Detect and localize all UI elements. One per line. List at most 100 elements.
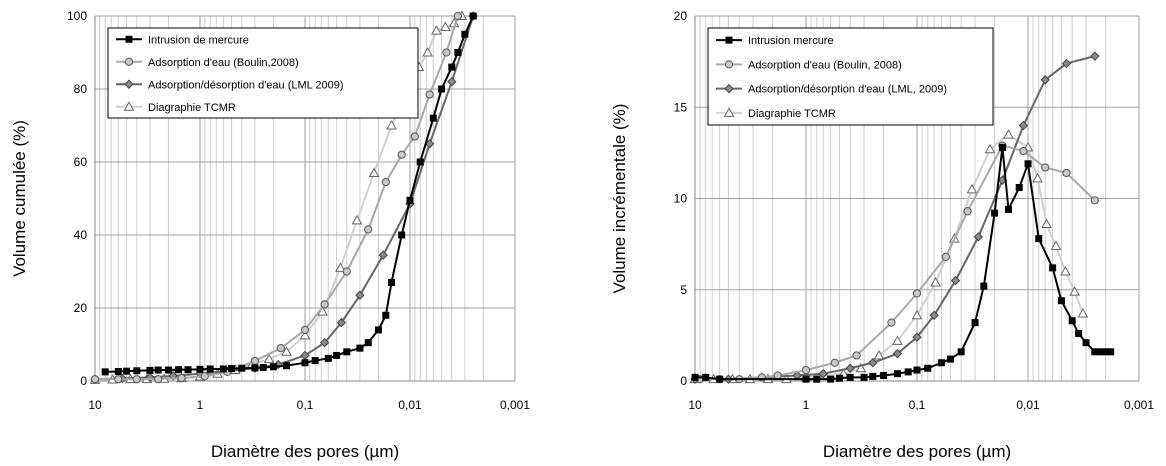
data-point <box>1041 163 1050 172</box>
data-point <box>1090 196 1099 205</box>
data-point <box>386 119 397 130</box>
data-point <box>1075 330 1083 338</box>
x-tick-label: 0,1 <box>297 398 314 412</box>
legend-marker <box>124 57 134 66</box>
data-point <box>431 25 442 35</box>
data-point <box>938 359 946 367</box>
data-point <box>869 372 877 380</box>
legend: Intrusion mercure Adsorption d'eau (Bouli… <box>707 27 994 126</box>
data-point <box>868 358 878 368</box>
data-point <box>200 372 209 381</box>
data-point <box>324 354 332 362</box>
data-point <box>971 319 979 327</box>
data-point <box>1107 348 1115 356</box>
data-point <box>378 250 388 260</box>
data-point <box>251 364 259 372</box>
data-point <box>382 311 390 319</box>
y-tick-label: 0 <box>80 374 87 388</box>
data-point <box>356 344 364 352</box>
data-point <box>381 177 390 187</box>
data-point <box>90 375 100 384</box>
data-point <box>448 63 456 71</box>
data-point <box>912 289 922 298</box>
data-point <box>133 367 141 375</box>
x-tick-label: 0,01 <box>398 398 422 412</box>
data-point <box>802 375 810 383</box>
data-point <box>364 339 372 347</box>
series-0 <box>101 12 477 376</box>
data-point <box>410 132 419 141</box>
data-point <box>355 290 365 300</box>
legend-label: Adsorption d'eau (Boulin,2008) <box>148 57 299 69</box>
data-point <box>343 348 351 356</box>
y-tick-label: 40 <box>74 228 88 242</box>
y-tick-label: 20 <box>74 301 88 315</box>
data-point <box>196 365 204 373</box>
data-point <box>336 317 347 328</box>
data-point <box>301 359 309 367</box>
y-tick-label: 15 <box>674 100 688 114</box>
data-point <box>319 337 330 348</box>
data-point <box>164 366 172 374</box>
data-point <box>691 373 699 381</box>
data-point <box>1061 58 1072 69</box>
data-point <box>184 366 192 374</box>
legend-marker <box>725 36 733 44</box>
data-point <box>447 76 457 87</box>
x-axis-title: Diamètre des pores (µm) <box>211 442 399 461</box>
data-point <box>1091 348 1099 356</box>
data-point <box>893 370 901 378</box>
legend-label: Intrusion de mercure <box>148 34 249 46</box>
data-point <box>1082 339 1090 347</box>
x-tick-label: 0,001 <box>500 398 530 412</box>
data-point <box>980 282 988 290</box>
data-point <box>716 375 724 383</box>
data-point <box>269 363 277 371</box>
data-point <box>1057 297 1065 305</box>
y-tick-label: 0 <box>680 374 687 388</box>
x-tick-label: 0,1 <box>909 398 926 412</box>
data-point <box>397 150 406 159</box>
data-point <box>1090 51 1100 61</box>
y-tick-label: 80 <box>74 82 88 96</box>
data-point <box>827 375 835 383</box>
data-point <box>941 252 950 261</box>
data-point <box>1024 160 1032 168</box>
data-point <box>283 362 291 370</box>
data-point <box>913 366 921 374</box>
data-point <box>984 143 996 154</box>
legend-marker <box>124 79 134 89</box>
data-point <box>1060 265 1071 276</box>
data-point <box>454 49 462 56</box>
data-point <box>946 355 954 363</box>
data-point <box>175 366 183 374</box>
legend-label: Diagraphie TCMR <box>148 102 236 114</box>
data-point <box>154 366 162 374</box>
series-1 <box>695 141 1099 384</box>
legend-box <box>107 27 419 119</box>
data-point <box>250 356 260 366</box>
data-point <box>835 374 843 382</box>
data-point <box>930 276 941 287</box>
y-tick-label: 20 <box>674 9 688 23</box>
x-axis-title: Diamètre des pores (µm) <box>823 442 1011 461</box>
x-tick-label: 0,01 <box>1016 398 1040 412</box>
data-point <box>429 114 437 122</box>
data-point <box>1049 264 1057 272</box>
data-point <box>1068 317 1076 325</box>
data-point <box>860 373 868 381</box>
y-axis-title: Volume cumulée (%) <box>10 120 29 277</box>
data-point <box>845 363 855 373</box>
data-point <box>101 368 109 376</box>
legend-marker <box>123 101 135 111</box>
data-point <box>801 365 811 375</box>
data-point <box>887 318 896 327</box>
data-point <box>453 11 462 21</box>
data-point <box>998 143 1006 151</box>
data-point <box>259 363 267 371</box>
data-point <box>1015 184 1023 192</box>
data-point <box>1077 307 1089 318</box>
data-point <box>873 349 885 360</box>
data-point <box>1062 168 1071 178</box>
data-point <box>892 335 903 345</box>
